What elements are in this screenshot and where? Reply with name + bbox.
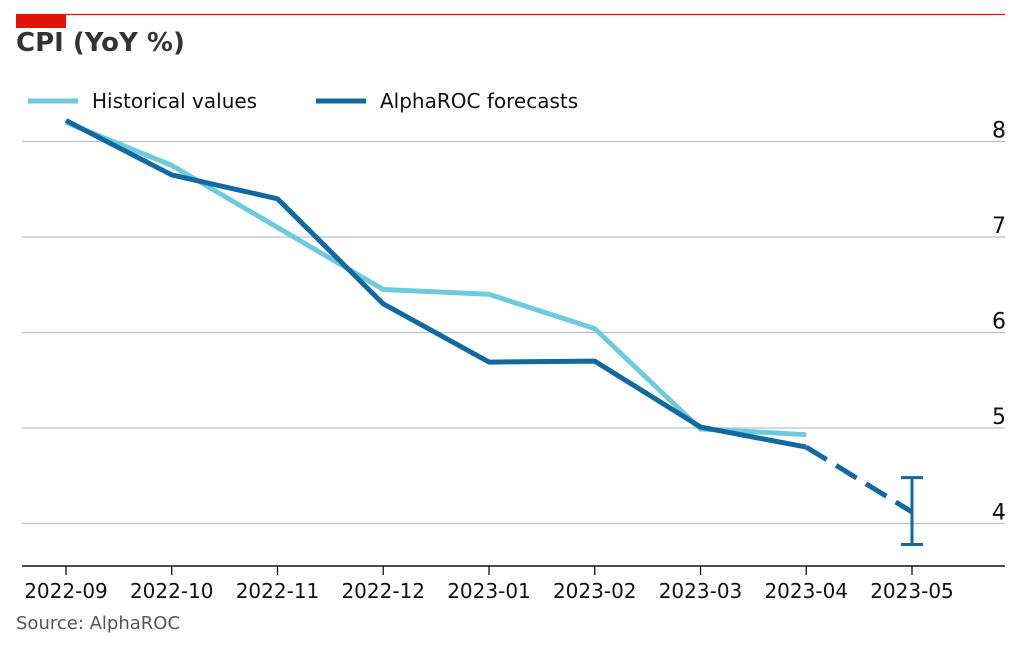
y-tick-label-5: 5 xyxy=(992,405,1006,430)
accent-bar xyxy=(16,14,66,28)
x-tick-label-2022-09: 2022-09 xyxy=(24,579,108,603)
x-tick-label-2023-02: 2023-02 xyxy=(553,579,637,603)
y-tick-label-4: 4 xyxy=(992,501,1006,526)
legend-label-1: AlphaROC forecasts xyxy=(380,89,578,113)
y-tick-label-6: 6 xyxy=(992,310,1006,335)
x-tick-label-2023-03: 2023-03 xyxy=(659,579,743,603)
x-tick-label-2023-01: 2023-01 xyxy=(447,579,531,603)
x-tick-label-2022-11: 2022-11 xyxy=(236,579,320,603)
chart-title: CPI (YoY %) xyxy=(16,28,185,58)
legend-label-0: Historical values xyxy=(92,89,257,113)
x-tick-label-2022-12: 2022-12 xyxy=(341,579,425,603)
x-tick-label-2022-10: 2022-10 xyxy=(130,579,214,603)
x-tick-label-2023-04: 2023-04 xyxy=(764,579,848,603)
x-tick-label-2023-05: 2023-05 xyxy=(870,579,954,603)
series-line-forecasts-projected xyxy=(804,444,914,515)
series-line-forecasts xyxy=(64,118,807,450)
y-tick-label-8: 8 xyxy=(992,119,1006,144)
series-line-historical xyxy=(65,120,807,438)
source-note: Source: AlphaROC xyxy=(16,613,181,634)
y-tick-label-7: 7 xyxy=(992,214,1006,239)
